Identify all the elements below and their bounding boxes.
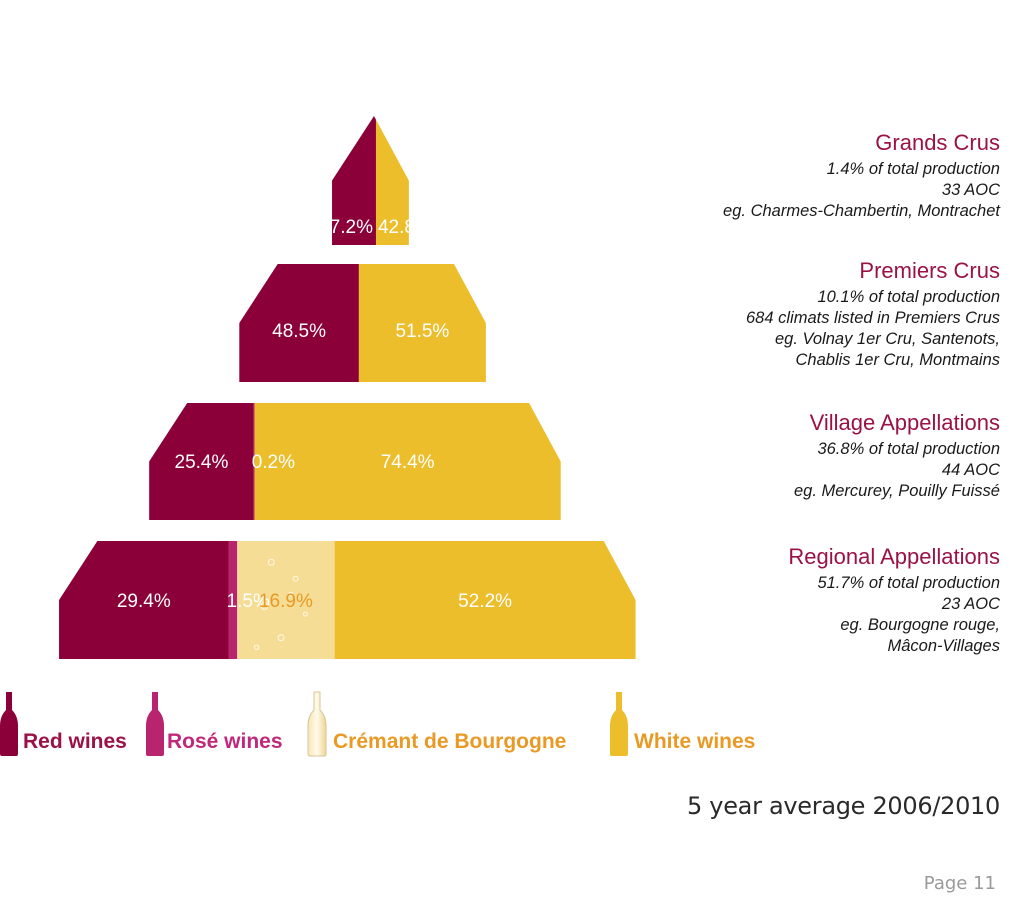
bottle-icon bbox=[610, 692, 628, 756]
tier-text-grands-crus: Grands Crus 1.4% of total production 33 AO… bbox=[723, 130, 1001, 220]
legend-label: Rosé wines bbox=[167, 730, 283, 753]
tier-text-village-appellations: Village Appellations 36.8% of total produ… bbox=[794, 410, 1000, 500]
bottle-icon bbox=[307, 691, 327, 757]
tier-text-regional-appellations: Regional Appellations 51.7% of total prod… bbox=[788, 544, 1000, 655]
bubble-6 bbox=[288, 591, 294, 597]
bar-regional-appellations-cremant-de-bourgogne bbox=[237, 541, 335, 659]
tier-line: 33 AOC bbox=[942, 181, 1000, 199]
tier-line: 1.4% of total production bbox=[827, 160, 1000, 178]
bar-regional-appellations-rose-wines bbox=[228, 541, 238, 659]
label-regional-appellations-rose-wines: 1.5% bbox=[227, 591, 270, 612]
tier-text-premiers-crus: Premiers Crus 10.1% of total production 68… bbox=[746, 258, 1000, 369]
tier-regional-appellations: 29.4% 1.5%16.9% 52.2% bbox=[59, 541, 636, 659]
bar-village-appellations-white-wines bbox=[254, 403, 561, 520]
bubble-0 bbox=[267, 558, 275, 566]
legend-item-white-wines: White wines bbox=[610, 692, 755, 756]
tier-line: eg. Volnay 1er Cru, Santenots, bbox=[775, 330, 1000, 348]
label-regional-appellations-cremant-de-bourgogne: 16.9% bbox=[259, 591, 313, 612]
footnote: 5 year average 2006/2010 bbox=[687, 792, 1000, 820]
bottle-icon bbox=[0, 692, 18, 756]
bubble-4 bbox=[277, 634, 285, 642]
bar-village-appellations-rose-wines bbox=[253, 403, 255, 520]
bubble-3 bbox=[302, 611, 308, 617]
tier-line: Mâcon-Villages bbox=[887, 637, 1000, 655]
tier-title: Village Appellations bbox=[810, 410, 1000, 435]
bubble-1 bbox=[292, 575, 299, 582]
label-premiers-crus-white-wines: 51.5% bbox=[395, 321, 449, 342]
bar-regional-appellations-red-wines bbox=[59, 541, 229, 659]
label-grands-crus-red-wines: 57.2% bbox=[319, 217, 373, 238]
tier-premiers-crus: 48.5% 51.5% bbox=[239, 264, 486, 382]
label-grands-crus-white-wines: 42.8% bbox=[378, 217, 432, 238]
legend-item-rose-wines: Rosé wines bbox=[146, 692, 283, 756]
tier-title: Grands Crus bbox=[875, 130, 1000, 155]
tier-line: 23 AOC bbox=[941, 595, 1000, 613]
tier-descriptions: Grands Crus 1.4% of total production 33 AO… bbox=[723, 130, 1001, 655]
tier-line: 44 AOC bbox=[942, 461, 1000, 479]
tier-line: eg. Bourgogne rouge, bbox=[840, 616, 1000, 634]
label-village-appellations-white-wines: 74.4% bbox=[381, 452, 435, 473]
page-number: Page 11 bbox=[923, 873, 996, 894]
tier-grands-crus: 57.2% 42.8% bbox=[319, 116, 432, 245]
tier-village-appellations: 25.4% 0.2% 74.4% bbox=[149, 403, 561, 520]
legend-item-red-wines: Red wines bbox=[0, 692, 127, 756]
label-village-appellations-red-wines: 25.4% bbox=[175, 452, 229, 473]
legend-label: White wines bbox=[634, 730, 755, 753]
tier-line: 10.1% of total production bbox=[817, 288, 1000, 306]
label-regional-appellations-white-wines: 52.2% bbox=[458, 591, 512, 612]
tier-line: eg. Charmes-Chambertin, Montrachet bbox=[723, 202, 1001, 220]
tier-line: 684 climats listed in Premiers Crus bbox=[746, 309, 1000, 327]
tier-line: 36.8% of total production bbox=[817, 440, 1000, 458]
label-premiers-crus-red-wines: 48.5% bbox=[272, 321, 326, 342]
pyramid: 57.2% 42.8% 48.5% 51.5% 25.4% 0.2% 74.4% 29.4% 1… bbox=[59, 116, 636, 659]
legend: Red wines Rosé wines Crémant de Bourgogne W… bbox=[0, 691, 755, 757]
bar-regional-appellations-white-wines bbox=[334, 541, 636, 659]
bubble-5 bbox=[253, 644, 260, 650]
legend-label: Red wines bbox=[23, 730, 127, 753]
tier-line: Chablis 1er Cru, Montmains bbox=[796, 351, 1001, 369]
label-regional-appellations-red-wines: 29.4% bbox=[117, 591, 171, 612]
legend-item-cremant-de-bourgogne: Crémant de Bourgogne bbox=[307, 691, 566, 757]
bubble-2 bbox=[260, 601, 269, 610]
legend-label: Crémant de Bourgogne bbox=[333, 730, 566, 753]
tier-line: eg. Mercurey, Pouilly Fuissé bbox=[794, 482, 1000, 500]
bottle-icon bbox=[146, 692, 164, 756]
label-village-appellations-rose-wines: 0.2% bbox=[252, 452, 295, 473]
tier-title: Regional Appellations bbox=[788, 544, 1000, 569]
tier-line: 51.7% of total production bbox=[817, 574, 1000, 592]
tier-title: Premiers Crus bbox=[859, 258, 1000, 283]
